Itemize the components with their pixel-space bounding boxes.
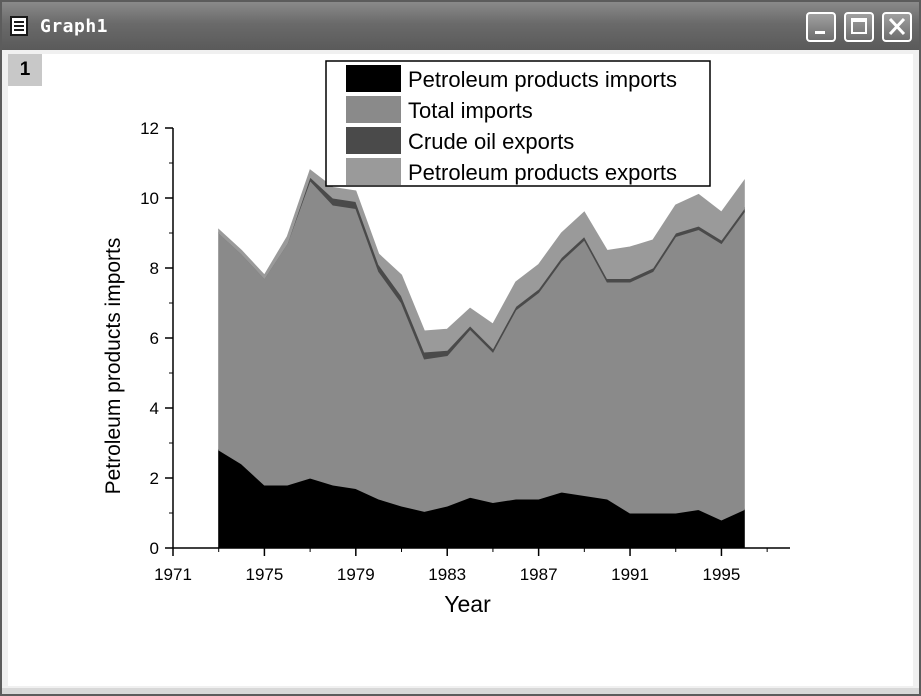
layer-tab[interactable]: 1 xyxy=(8,54,42,86)
x-tick-label-1991: 1991 xyxy=(611,565,649,584)
y-tick-label-8: 8 xyxy=(150,259,159,278)
area-series-4 xyxy=(218,169,745,353)
x-tick-label-1987: 1987 xyxy=(520,565,558,584)
graph-window-icon[interactable] xyxy=(10,16,28,36)
maximize-button[interactable] xyxy=(844,12,874,42)
maximize-icon xyxy=(851,18,867,34)
legend-label-3: Crude oil exports xyxy=(408,129,574,154)
close-button[interactable] xyxy=(882,12,912,42)
minimize-icon xyxy=(815,31,825,34)
x-tick-label-1983: 1983 xyxy=(428,565,466,584)
window-title: Graph1 xyxy=(40,16,109,37)
y-axis-title: Petroleum products imports xyxy=(102,238,125,495)
y-tick-label-12: 12 xyxy=(140,119,159,138)
legend-swatch-2 xyxy=(346,96,401,123)
title-bar[interactable]: Graph1 xyxy=(2,2,919,50)
legend: Petroleum products imports Total imports C… xyxy=(325,60,711,187)
x-tick-label-1975: 1975 xyxy=(245,565,283,584)
legend-swatch-1 xyxy=(346,65,401,92)
legend-swatch-4 xyxy=(346,158,401,185)
x-tick-label-1971: 1971 xyxy=(154,565,192,584)
y-tick-label-0: 0 xyxy=(150,539,159,558)
y-tick-label-6: 6 xyxy=(150,329,159,348)
x-tick-label-1995: 1995 xyxy=(703,565,741,584)
y-tick-label-2: 2 xyxy=(150,469,159,488)
legend-label-4: Petroleum products exports xyxy=(408,160,677,185)
graph-page: 1 0 2 4 6 8 10 12 1971 1975 1979 1983 1987 1991 1995 Y… xyxy=(8,54,913,686)
y-tick-label-4: 4 xyxy=(150,399,159,418)
window-bottom-edge xyxy=(2,688,919,694)
x-tick-label-1979: 1979 xyxy=(337,565,375,584)
legend-label-2: Total imports xyxy=(408,98,533,123)
y-tick-label-10: 10 xyxy=(140,189,159,208)
close-icon xyxy=(888,17,906,36)
x-axis-title: Year xyxy=(444,591,491,617)
legend-label-1: Petroleum products imports xyxy=(408,67,677,92)
legend-swatch-3 xyxy=(346,127,401,154)
stacked-area-chart: 0 2 4 6 8 10 12 1971 1975 1979 1983 1987 1991 1995 Yea… xyxy=(102,60,790,617)
minimize-button[interactable] xyxy=(806,12,836,42)
